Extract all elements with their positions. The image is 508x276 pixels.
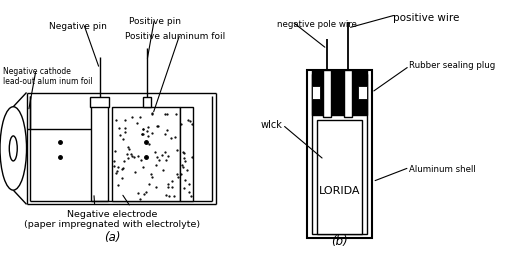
- Bar: [180, 107, 194, 201]
- Bar: [143, 97, 151, 107]
- Text: Positive aluminum foil: Positive aluminum foil: [125, 32, 226, 41]
- Bar: [112, 107, 180, 201]
- Text: wIck: wIck: [261, 120, 282, 130]
- Text: Negative cathode
lead-out alum inum foil: Negative cathode lead-out alum inum foil: [3, 67, 92, 86]
- Text: Aluminum shell: Aluminum shell: [409, 165, 476, 174]
- Ellipse shape: [0, 107, 26, 190]
- Bar: [312, 75, 367, 234]
- Bar: [312, 86, 321, 99]
- Bar: [358, 86, 367, 99]
- Text: negative pole wire: negative pole wire: [277, 20, 357, 30]
- Bar: [90, 97, 109, 107]
- Bar: [316, 120, 362, 234]
- Text: Negative pin: Negative pin: [49, 22, 107, 31]
- Bar: [344, 70, 352, 117]
- Text: Positive pin: Positive pin: [129, 17, 180, 26]
- Bar: [312, 70, 367, 115]
- Text: LORIDA: LORIDA: [319, 185, 360, 195]
- Bar: [307, 70, 371, 238]
- Text: Rubber sealing plug: Rubber sealing plug: [409, 62, 496, 70]
- Text: (a): (a): [104, 231, 120, 244]
- Bar: [323, 70, 331, 117]
- Text: (b): (b): [331, 235, 348, 248]
- Text: positive wire: positive wire: [393, 13, 460, 23]
- Text: Negative electrode
(paper impregnated with electrolyte): Negative electrode (paper impregnated wi…: [24, 210, 200, 229]
